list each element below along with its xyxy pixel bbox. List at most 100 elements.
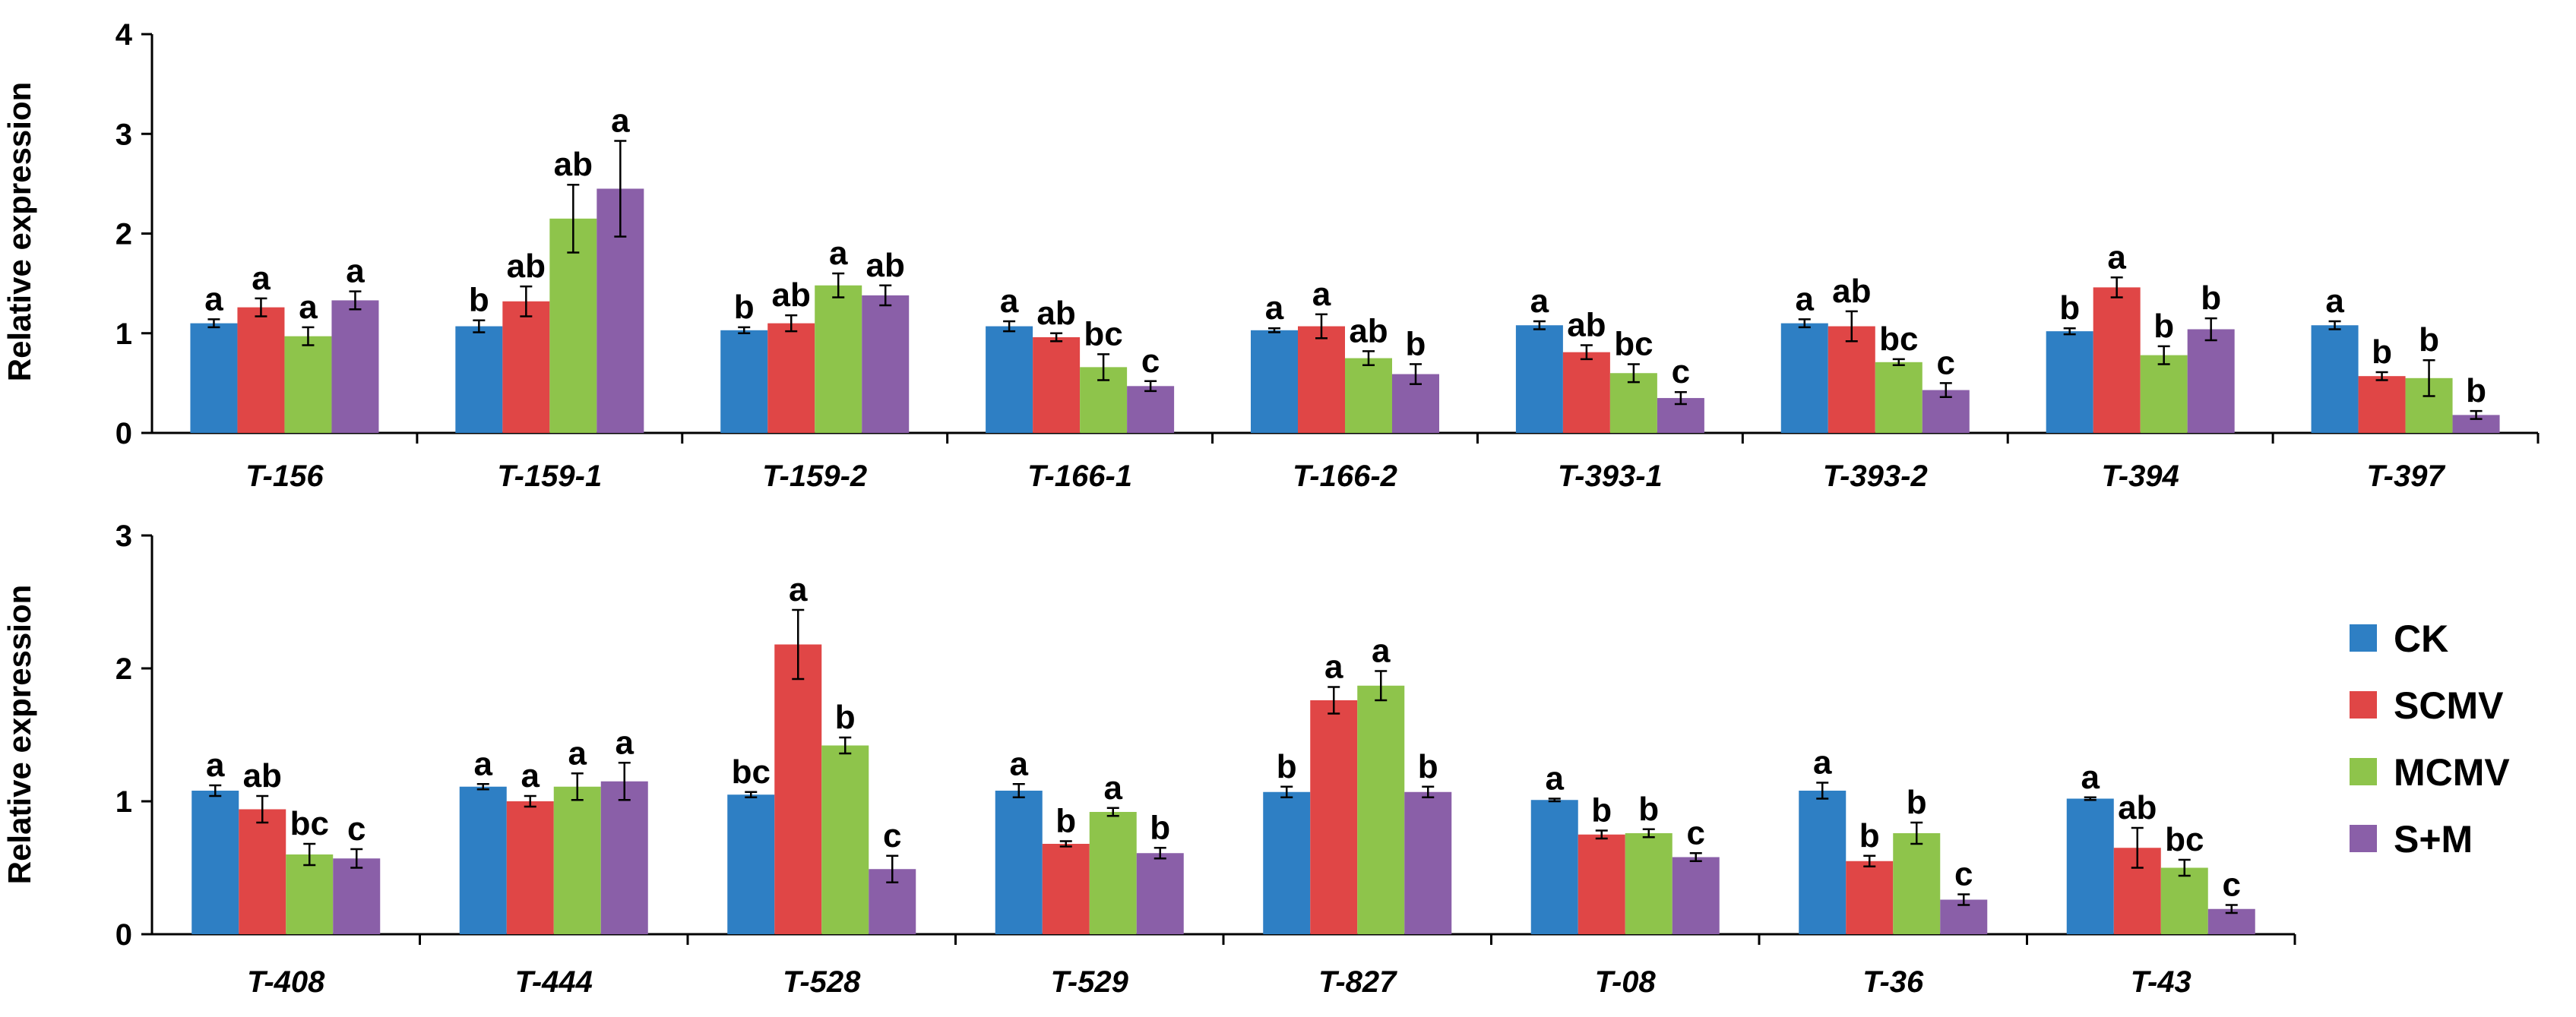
significance-label: c xyxy=(1954,856,1973,893)
significance-label: a xyxy=(252,260,271,297)
significance-label: b xyxy=(2419,321,2439,358)
y-tick-label: 2 xyxy=(116,652,132,686)
bar-scmv-t-36 xyxy=(1846,861,1894,934)
bar-mcmv-t-827 xyxy=(1357,685,1405,934)
significance-label: c xyxy=(1937,344,1955,381)
bar-mcmv-t-408 xyxy=(286,854,334,934)
bar-ck-t-393-2 xyxy=(1780,323,1828,433)
bar-scmv-t-393-1 xyxy=(1562,352,1610,433)
bar-ck-t-156 xyxy=(190,323,238,433)
significance-label: ab xyxy=(1832,273,1871,310)
bar-mcmv-t-43 xyxy=(2160,867,2208,934)
significance-label: a xyxy=(1265,289,1284,327)
bar-ck-t-394 xyxy=(2046,331,2093,433)
significance-label: a xyxy=(299,289,318,326)
significance-label: a xyxy=(1796,280,1815,317)
bar-scmv-t-528 xyxy=(774,644,822,934)
bar-scmv-t-827 xyxy=(1310,700,1358,934)
y-axis-title: Relative expression xyxy=(2,585,37,885)
bar-mcmv-t-166-2 xyxy=(1345,358,1392,433)
significance-label: ab xyxy=(1036,295,1075,332)
significance-label: b xyxy=(1859,817,1880,854)
significance-label: a xyxy=(1000,283,1019,320)
significance-label: b xyxy=(1277,748,1297,785)
y-tick-label: 3 xyxy=(116,520,132,553)
legend-label: CK xyxy=(2394,617,2448,660)
y-tick-label: 0 xyxy=(116,918,132,952)
bar-ck-t-444 xyxy=(459,786,507,934)
bar-ck-t-827 xyxy=(1263,791,1311,934)
significance-label: bc xyxy=(1614,325,1653,362)
bar-scmv-t-394 xyxy=(2093,287,2141,433)
significance-label: a xyxy=(611,102,630,139)
x-tick-label: T-156 xyxy=(245,460,324,493)
significance-label: a xyxy=(1530,283,1549,320)
significance-label: bc xyxy=(1879,321,1918,358)
significance-label: c xyxy=(2223,867,2241,904)
significance-label: a xyxy=(789,571,808,608)
significance-label: b xyxy=(835,699,856,736)
y-tick-label: 0 xyxy=(116,417,132,450)
significance-label: a xyxy=(829,235,848,272)
significance-label: a xyxy=(474,745,493,782)
legend-label: MCMV xyxy=(2394,751,2510,794)
legend-swatch-ck xyxy=(2350,624,2377,652)
significance-label: a xyxy=(1312,276,1331,313)
significance-label: a xyxy=(1813,744,1832,782)
x-tick-label: T-08 xyxy=(1595,965,1657,999)
bar-mcmv-t-444 xyxy=(553,786,601,934)
significance-label: ab xyxy=(507,248,546,285)
bar-scmv-t-156 xyxy=(237,307,285,433)
bar-ck-t-08 xyxy=(1530,800,1578,934)
significance-label: c xyxy=(1141,343,1160,380)
significance-label: c xyxy=(1672,353,1690,390)
bar-sm-t-827 xyxy=(1404,791,1452,934)
bar-ck-t-43 xyxy=(2066,798,2114,934)
bar-mcmv-t-156 xyxy=(284,336,332,433)
bar-ck-t-159-1 xyxy=(455,326,503,433)
significance-label: a xyxy=(1372,633,1391,670)
x-tick-label: T-43 xyxy=(2131,965,2191,999)
bar-mcmv-t-159-2 xyxy=(815,285,862,433)
bar-scmv-t-08 xyxy=(1578,834,1625,934)
x-tick-label: T-444 xyxy=(515,965,593,999)
x-tick-label: T-397 xyxy=(2366,460,2445,493)
significance-label: a xyxy=(2325,283,2344,320)
bar-scmv-t-393-2 xyxy=(1828,326,1875,433)
y-tick-label: 2 xyxy=(116,218,132,251)
x-tick-label: T-528 xyxy=(783,965,861,999)
significance-label: c xyxy=(1687,814,1705,851)
x-tick-label: T-159-1 xyxy=(497,460,602,493)
y-axis-title: Relative expression xyxy=(2,82,37,382)
significance-label: ab xyxy=(2118,789,2157,826)
significance-label: b xyxy=(469,282,489,319)
significance-label: b xyxy=(2466,372,2486,409)
x-tick-label: T-159-2 xyxy=(762,460,867,493)
significance-label: b xyxy=(1907,784,1927,821)
bar-mcmv-t-08 xyxy=(1625,833,1673,934)
significance-label: b xyxy=(2154,308,2174,345)
significance-label: a xyxy=(1104,769,1123,807)
significance-label: b xyxy=(734,289,755,326)
x-tick-label: T-394 xyxy=(2102,460,2179,493)
bar-ck-t-166-1 xyxy=(986,326,1033,433)
x-tick-label: T-827 xyxy=(1318,965,1397,999)
bar-scmv-t-444 xyxy=(506,801,554,934)
significance-label: ab xyxy=(1349,312,1388,349)
significance-label: b xyxy=(1150,809,1170,846)
significance-label: bc xyxy=(1084,315,1122,352)
significance-label: c xyxy=(883,817,901,854)
significance-label: a xyxy=(1010,745,1029,782)
x-tick-label: T-393-2 xyxy=(1823,460,1928,493)
significance-label: ab xyxy=(866,247,905,284)
legend-swatch-sm xyxy=(2350,825,2377,852)
significance-label: b xyxy=(2372,333,2392,371)
significance-label: b xyxy=(2201,280,2221,317)
x-tick-label: T-393-1 xyxy=(1558,460,1663,493)
bar-sm-t-397 xyxy=(2452,415,2500,433)
significance-label: a xyxy=(521,757,540,794)
bar-scmv-t-397 xyxy=(2358,376,2406,433)
bar-sm-t-166-1 xyxy=(1127,386,1175,433)
